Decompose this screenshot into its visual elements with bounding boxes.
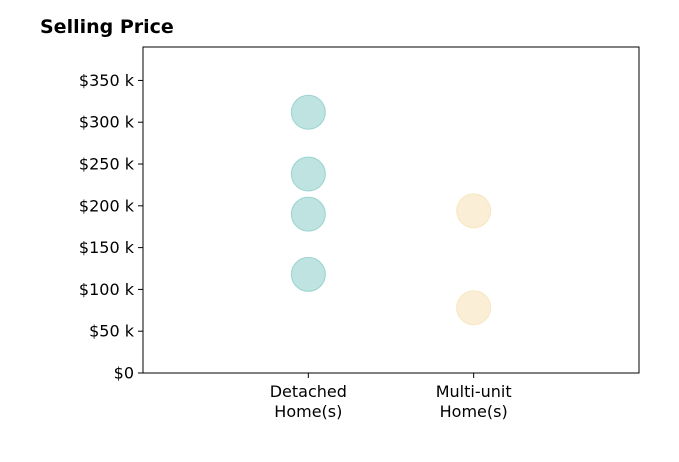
y-tick-label: $350 k <box>79 71 135 90</box>
chart-title: Selling Price <box>40 16 174 38</box>
chart-axes: $0 $50 k $100 k $150 k $200 k $250 k $300 k $35… <box>79 46 640 421</box>
y-tick-label: $150 k <box>79 238 135 257</box>
y-tick-label: $200 k <box>79 196 135 215</box>
plot-frame <box>142 46 640 374</box>
data-point <box>290 256 326 292</box>
data-point <box>456 193 492 229</box>
y-tick-label: $100 k <box>79 280 135 299</box>
x-tick-label: Detached Home(s) <box>270 382 347 421</box>
data-point <box>290 156 326 192</box>
y-tick-label: $300 k <box>79 113 135 132</box>
y-tick-label: $250 k <box>79 155 135 174</box>
y-tick-label: $0 <box>114 364 134 383</box>
chart-marks <box>290 94 492 326</box>
data-point <box>290 196 326 232</box>
data-point <box>456 290 492 326</box>
y-tick-label: $50 k <box>89 322 135 341</box>
x-tick-label: Multi-unit Home(s) <box>436 382 512 421</box>
data-point <box>290 94 326 130</box>
